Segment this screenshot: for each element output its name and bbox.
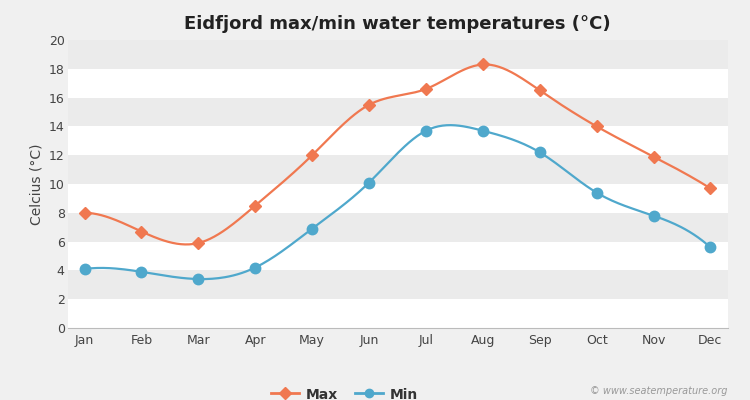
Bar: [68, 213, 728, 242]
Bar: [68, 242, 728, 270]
Bar: [68, 155, 728, 184]
Legend: Max, Min: Max, Min: [266, 382, 424, 400]
Bar: [68, 98, 728, 126]
Bar: [68, 299, 728, 328]
Title: Eidfjord max/min water temperatures (°C): Eidfjord max/min water temperatures (°C): [184, 15, 610, 33]
Bar: [68, 126, 728, 155]
Y-axis label: Celcius (°C): Celcius (°C): [29, 143, 44, 225]
Bar: [68, 184, 728, 213]
Bar: [68, 270, 728, 299]
Text: © www.seatemperature.org: © www.seatemperature.org: [590, 386, 728, 396]
Bar: [68, 69, 728, 98]
Bar: [68, 40, 728, 69]
